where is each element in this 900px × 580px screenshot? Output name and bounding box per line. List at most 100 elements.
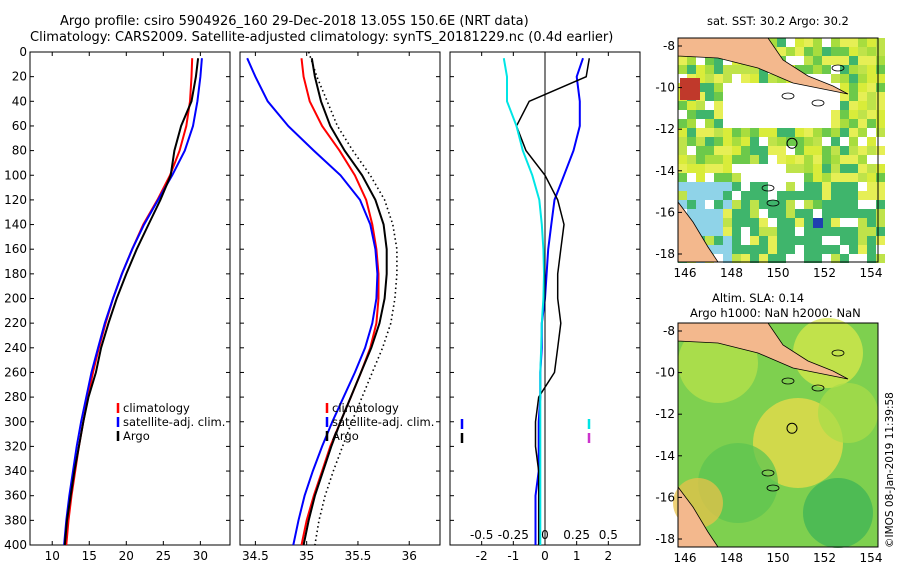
sst-cell [858, 38, 867, 47]
sst-cell [795, 137, 804, 146]
sst-cell [777, 236, 786, 245]
sst-cell [804, 227, 813, 236]
sst-cell [741, 254, 750, 263]
sst-cell [858, 56, 867, 65]
sst-cell [732, 155, 741, 164]
map-x-tick-label: 152 [813, 551, 836, 565]
plot-frame [239, 51, 441, 546]
sst-cell [795, 164, 804, 173]
sst-cell [849, 47, 858, 56]
sst-cell [714, 65, 723, 74]
sst-cell [867, 83, 876, 92]
sst-cell [714, 74, 723, 83]
sst-cell [822, 65, 831, 74]
sst-cell [840, 65, 849, 74]
sst-hot-cell [680, 78, 700, 100]
sst-cell [822, 227, 831, 236]
series-line-temperature-argo [515, 58, 591, 545]
sst-cell [867, 245, 876, 254]
sst-cell [831, 128, 840, 137]
series-line-satellite-adj-clim- [63, 58, 203, 546]
sst-cell [741, 155, 750, 164]
sst-cell [795, 218, 804, 227]
y-tick-label: 380 [4, 513, 27, 527]
sst-cell [705, 146, 714, 155]
sst-cell [768, 101, 777, 110]
sst-cell [759, 155, 768, 164]
sst-cell [705, 128, 714, 137]
sst-cell [858, 200, 867, 209]
sst-cell [867, 182, 876, 191]
sst-cell [822, 119, 831, 128]
y-tick-label: 180 [4, 267, 27, 281]
sst-cell [876, 164, 885, 173]
sst-cell [678, 146, 687, 155]
sst-cell [804, 209, 813, 218]
sst-cell [849, 101, 858, 110]
sst-cell [696, 164, 705, 173]
sst-cell [750, 200, 759, 209]
figure-title-line2: Climatology: CARS2009. Satellite-adjuste… [30, 30, 613, 45]
sst-cell [741, 83, 750, 92]
y-tick-label: 0 [19, 45, 27, 59]
sst-cell [840, 164, 849, 173]
island-outline [811, 384, 825, 392]
sst-cell [777, 245, 786, 254]
sst-cell [714, 227, 723, 236]
sst-cell [705, 83, 714, 92]
sst-cell [759, 74, 768, 83]
sst-cell [786, 56, 795, 65]
sla-blob [803, 478, 873, 548]
sst-cell [795, 92, 804, 101]
sst-cell [813, 191, 822, 200]
sst-cell [813, 227, 822, 236]
sst-cell [858, 227, 867, 236]
sst-cell [813, 47, 822, 56]
sst-cell [858, 191, 867, 200]
sst-cell [858, 218, 867, 227]
series-line-satellite-adj-clim- [246, 57, 379, 546]
climatology-spread-line [307, 51, 398, 546]
sst-cell [750, 155, 759, 164]
temperature-panel: 0 20 40 60 80 100 120 140 160 180 200 220 240 260 280 3… [4, 45, 231, 563]
y-tick-label: 220 [4, 316, 27, 330]
sst-cell [678, 200, 687, 209]
sst-cell [777, 218, 786, 227]
sst-cell [849, 38, 858, 47]
sst-cell [759, 110, 768, 119]
sst-cell [750, 227, 759, 236]
land-polygon [677, 322, 849, 380]
sst-cell [786, 191, 795, 200]
sst-cell [831, 146, 840, 155]
sst-cell [723, 164, 732, 173]
sst-cell [777, 110, 786, 119]
sst-cell [795, 83, 804, 92]
sst-cell [849, 92, 858, 101]
sst-cell [777, 182, 786, 191]
sst-cell [786, 254, 795, 263]
sst-cell [714, 137, 723, 146]
y-tick-label: 260 [4, 365, 27, 379]
series-line-argo [63, 58, 200, 546]
sst-cell [804, 101, 813, 110]
sst-cell [840, 191, 849, 200]
sst-cell [732, 65, 741, 74]
sst-cell [705, 74, 714, 83]
sst-cell [840, 146, 849, 155]
sst-cell [759, 236, 768, 245]
sst-cell [840, 245, 849, 254]
sst-cell [813, 200, 822, 209]
map-x-tick-label: 148 [720, 551, 743, 565]
sst-cell [687, 182, 696, 191]
sst-cell [768, 182, 777, 191]
island-outline [761, 184, 775, 192]
legend-label: climatology [123, 401, 190, 415]
sst-cell [741, 128, 750, 137]
sla-map-title: Altim. SLA: 0.14 [712, 291, 804, 305]
sst-cell [858, 110, 867, 119]
sst-cell [714, 209, 723, 218]
sst-cell [795, 47, 804, 56]
sst-cell [795, 65, 804, 74]
sst-cell [678, 173, 687, 182]
